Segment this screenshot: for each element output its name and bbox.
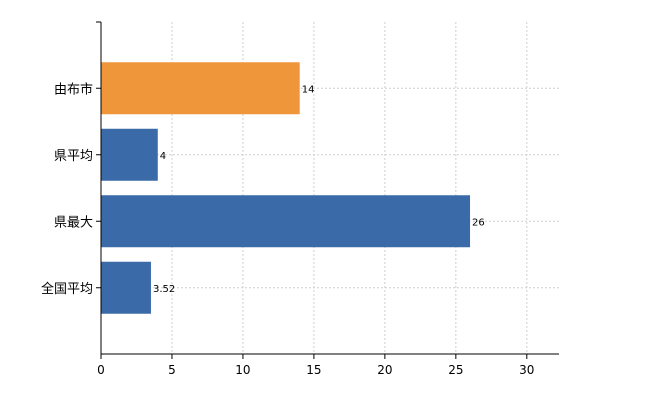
x-tick-label: 20: [377, 363, 392, 377]
y-tick-label: 全国平均: [41, 281, 93, 297]
bar-value-label: 4: [160, 151, 166, 162]
axes: [100, 22, 559, 355]
y-tick-label: 由布市: [54, 81, 93, 97]
x-tick-label: 10: [235, 363, 250, 377]
bar-value-label: 26: [472, 217, 485, 228]
bar: [101, 195, 471, 248]
x-tick-label: 5: [168, 363, 176, 377]
bar: [101, 128, 158, 181]
x-tick-label: 30: [519, 363, 534, 377]
x-tick-label: 25: [448, 363, 463, 377]
bars: [101, 62, 471, 314]
x-tick-label: 15: [306, 363, 321, 377]
y-tick-label: 県最大: [54, 215, 93, 230]
y-tick-label: 県平均: [54, 149, 93, 164]
bar: [101, 62, 300, 115]
x-tick-label: 0: [97, 363, 105, 377]
bar-value-label: 3.52: [153, 284, 175, 295]
bar-value-label: 14: [302, 84, 315, 95]
bar: [101, 261, 151, 314]
labels: 0 5 10 15 20 25 30 由布市 14 県平均 4 県最大 26 全国平均 3.52: [41, 21, 534, 377]
